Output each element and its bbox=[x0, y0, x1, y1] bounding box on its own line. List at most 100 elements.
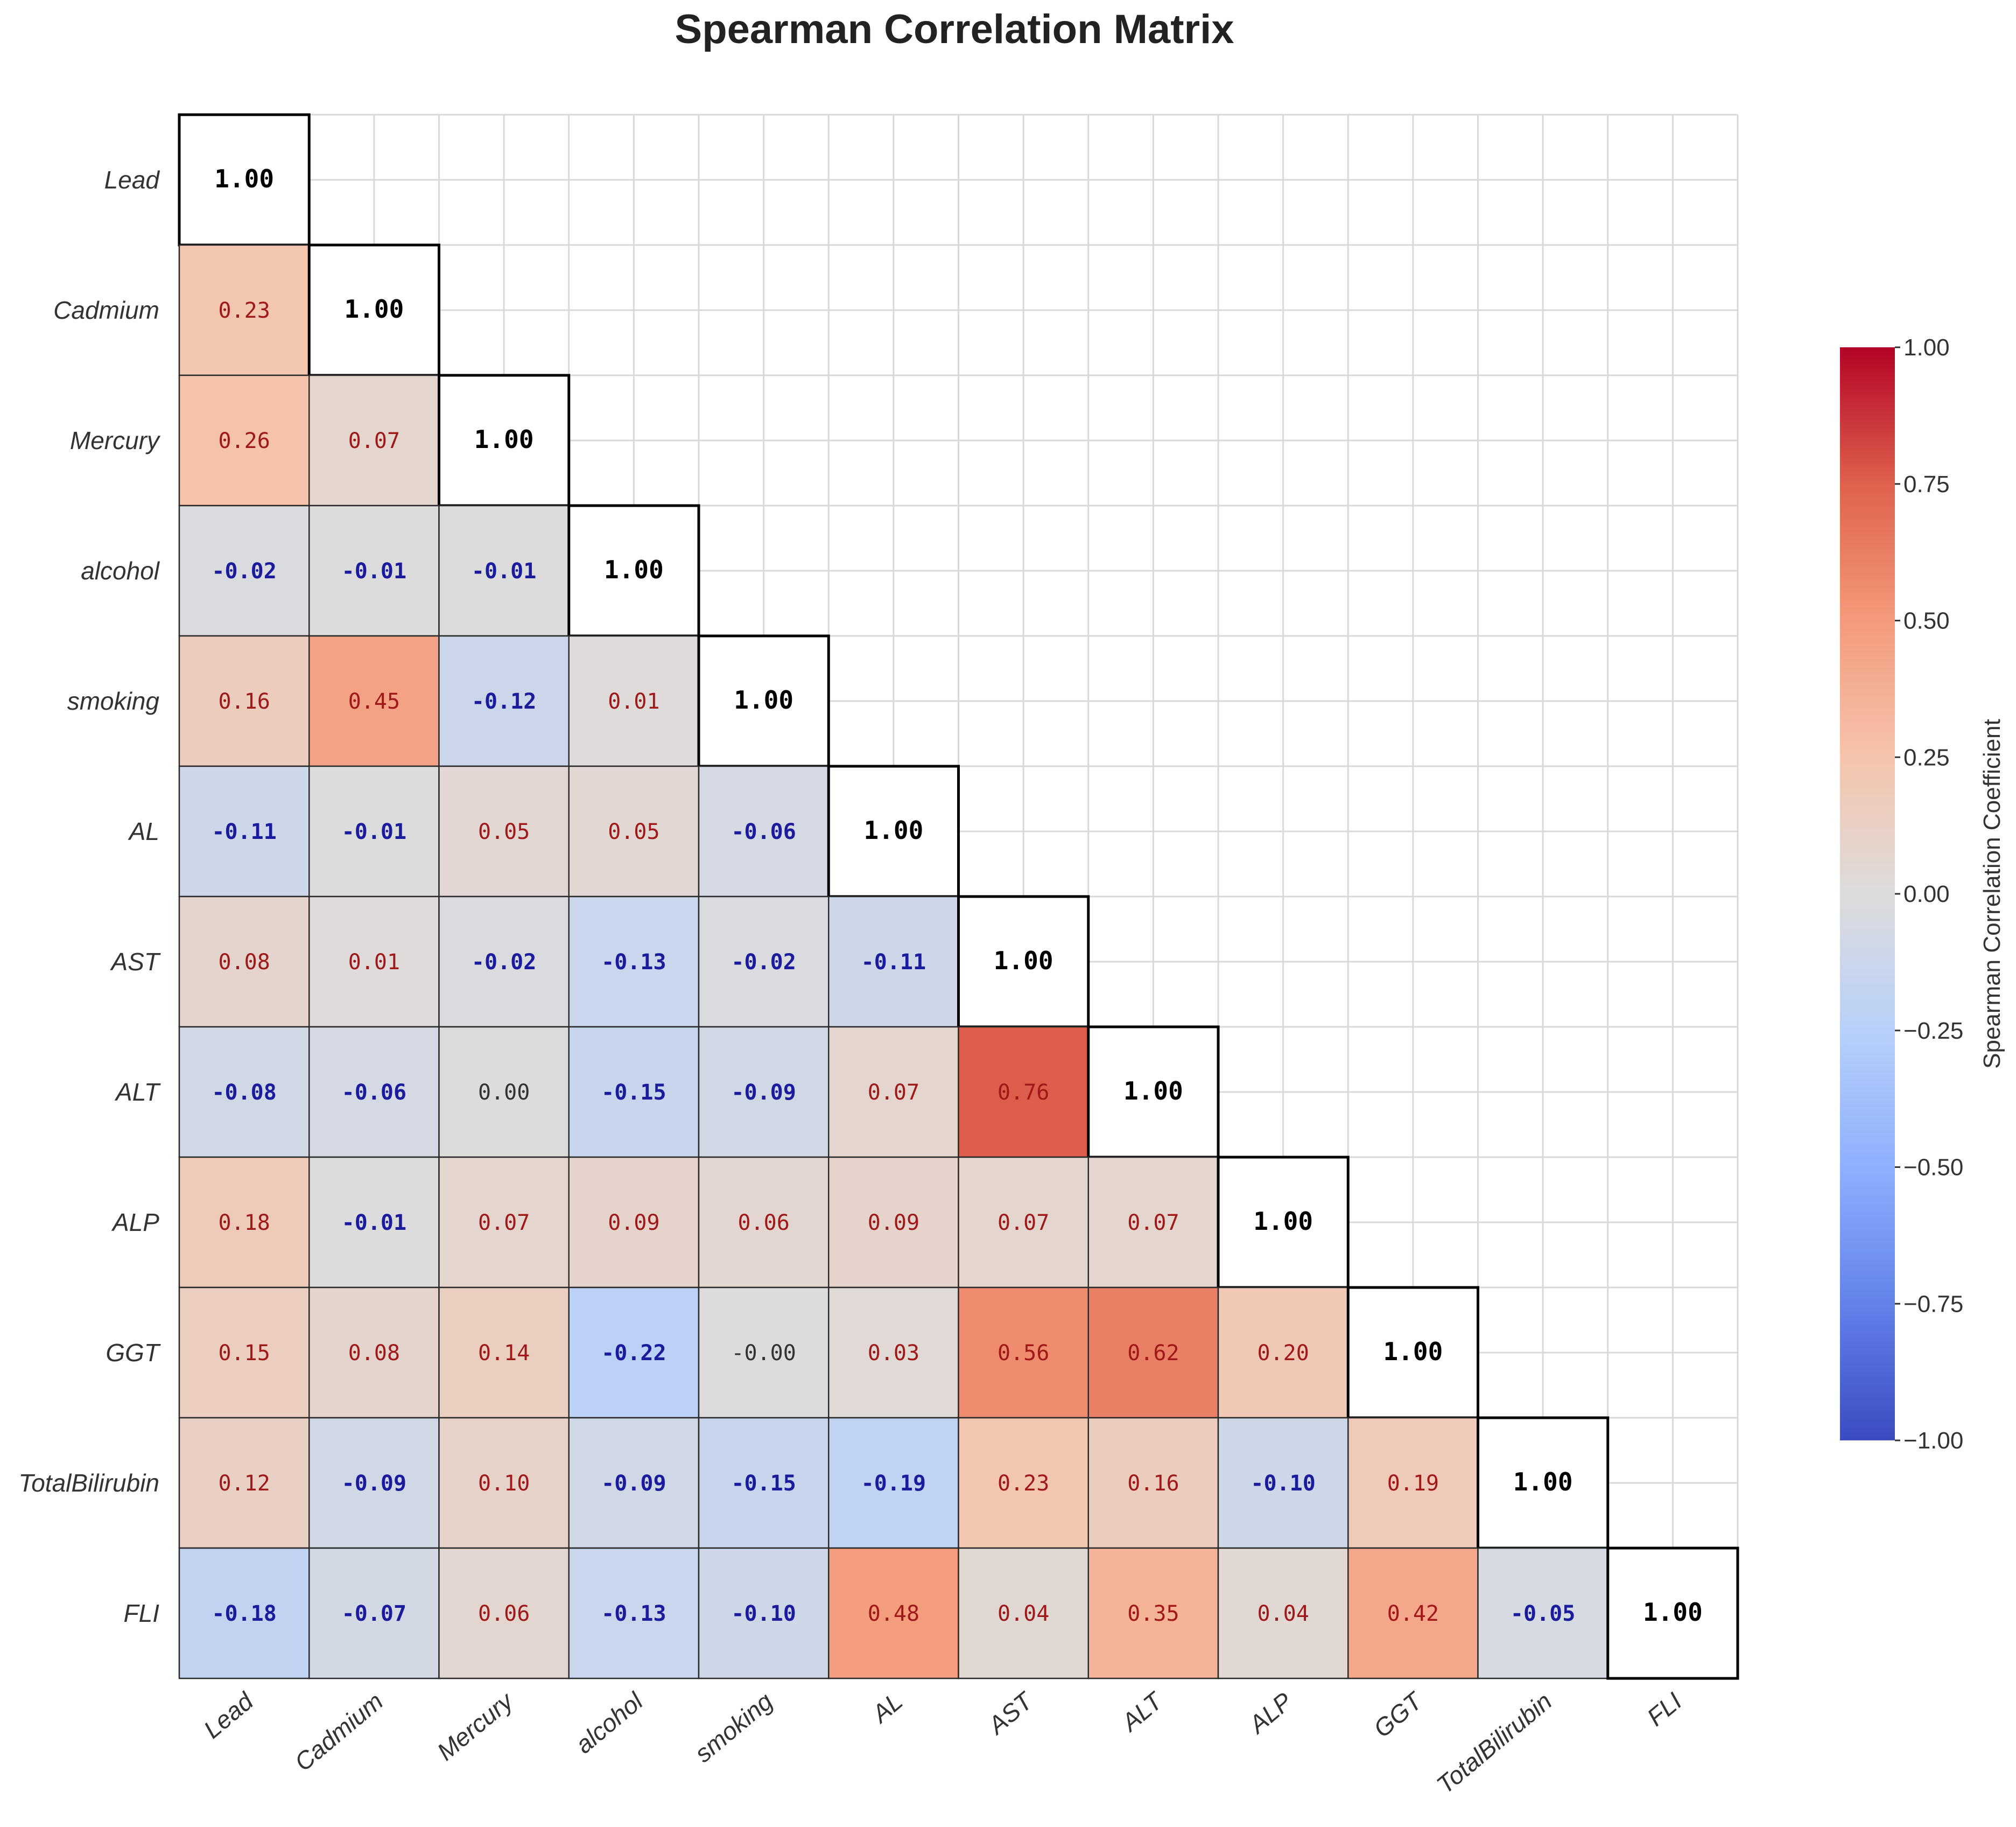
cell-value-label: -0.08 bbox=[212, 1080, 276, 1105]
cell-value-label: 1.00 bbox=[344, 295, 404, 324]
heatmap-cell: -0.01 bbox=[438, 505, 570, 637]
cell-rect bbox=[697, 634, 830, 768]
heatmap-cell: 0.16 bbox=[178, 635, 310, 767]
y-tick-label: alcohol bbox=[81, 557, 160, 585]
cell-value-label: 0.01 bbox=[348, 950, 400, 975]
y-tick-label: FLI bbox=[124, 1599, 160, 1627]
heatmap-cell: -0.02 bbox=[438, 895, 570, 1028]
cell-rect bbox=[568, 635, 700, 767]
cell-value-label: 0.07 bbox=[998, 1210, 1049, 1235]
cell-rect bbox=[828, 1547, 959, 1679]
y-axis-labels: Lead Cadmium Mercury alcohol smoking AL AST ALT… bbox=[18, 166, 161, 1627]
heatmap-cell: -0.13 bbox=[568, 1547, 700, 1679]
cell-rect bbox=[438, 1156, 570, 1289]
cell-rect bbox=[1217, 1417, 1349, 1549]
x-tick-label: TotalBilirubin bbox=[1431, 1687, 1557, 1799]
heatmap-cell: 0.16 bbox=[1087, 1417, 1219, 1549]
heatmap-cell: -0.09 bbox=[308, 1417, 440, 1549]
cell-value-label: 1.00 bbox=[604, 555, 664, 584]
x-axis-labels: Lead Cadmium Mercury alcohol smoking AL AST ALT… bbox=[198, 1686, 1687, 1799]
cell-rect bbox=[308, 505, 440, 637]
cell-value-label: 0.16 bbox=[218, 689, 270, 714]
cell-value-label: 0.15 bbox=[218, 1341, 270, 1366]
heatmap-cell: 0.06 bbox=[438, 1547, 570, 1679]
cell-value-label: 1.00 bbox=[994, 946, 1053, 975]
cell-value-label: -0.01 bbox=[472, 559, 536, 584]
cell-rect bbox=[178, 1547, 310, 1679]
y-tick-label: AL bbox=[128, 817, 159, 845]
heatmap-cell: -0.09 bbox=[568, 1417, 700, 1549]
cell-rect bbox=[1347, 1417, 1479, 1549]
heatmap-cell: -0.02 bbox=[698, 895, 830, 1028]
heatmap-cell: 0.23 bbox=[958, 1417, 1089, 1549]
cell-value-label: 0.35 bbox=[1127, 1601, 1179, 1626]
x-tick-label: Cadmium bbox=[289, 1687, 388, 1776]
heatmap-cell: 0.03 bbox=[828, 1286, 959, 1419]
colorbar-tick-label: 0.25 bbox=[1903, 744, 1950, 771]
colorbar-tick-label: −0.25 bbox=[1903, 1018, 1963, 1044]
heatmap-cell: -0.19 bbox=[828, 1417, 959, 1549]
cell-value-label: 0.26 bbox=[218, 429, 270, 453]
heatmap-cell: -0.01 bbox=[308, 505, 440, 637]
cell-rect bbox=[698, 895, 830, 1028]
heatmap-cell: 0.07 bbox=[438, 1156, 570, 1289]
heatmap-cell: 0.56 bbox=[958, 1286, 1089, 1419]
heatmap-cell: 0.23 bbox=[178, 244, 310, 376]
cell-value-label: -0.12 bbox=[472, 689, 536, 714]
heatmap-cell: 0.48 bbox=[828, 1547, 959, 1679]
heatmap-cells: 1.00 0.23 1.00 0.26 0.07 1.00 -0.02 -0.01 -0.01 1… bbox=[178, 113, 1739, 1680]
cell-rect bbox=[178, 113, 311, 247]
heatmap-cell: 0.07 bbox=[308, 374, 440, 507]
cell-value-label: 0.06 bbox=[478, 1601, 530, 1626]
heatmap-cell: 0.18 bbox=[178, 1156, 310, 1289]
heatmap-cell: 0.06 bbox=[698, 1156, 830, 1289]
cell-value-label: 1.00 bbox=[863, 816, 923, 845]
cell-rect bbox=[827, 765, 960, 898]
cell-rect bbox=[698, 1547, 830, 1679]
heatmap-cell: 0.01 bbox=[308, 895, 440, 1028]
chart-title: Spearman Correlation Matrix bbox=[675, 6, 1234, 52]
heatmap-cell-diagonal: 1.00 bbox=[438, 374, 571, 507]
x-tick-label: FLI bbox=[1641, 1687, 1687, 1732]
cell-rect bbox=[828, 1417, 959, 1549]
cell-rect bbox=[178, 505, 310, 637]
x-tick-label: AST bbox=[981, 1686, 1038, 1740]
cell-value-label: 0.03 bbox=[868, 1341, 919, 1366]
y-tick-label: smoking bbox=[67, 687, 160, 715]
cell-rect bbox=[1087, 1547, 1219, 1679]
cell-rect bbox=[438, 765, 570, 898]
cell-value-label: 0.05 bbox=[608, 820, 659, 844]
cell-rect bbox=[1087, 1025, 1220, 1159]
cell-rect bbox=[958, 1286, 1089, 1419]
colorbar-tick-label: 1.00 bbox=[1903, 334, 1950, 361]
x-tick-label: AL bbox=[865, 1687, 908, 1729]
cell-value-label: 0.10 bbox=[478, 1471, 530, 1496]
cell-value-label: 0.42 bbox=[1387, 1601, 1439, 1626]
cell-rect bbox=[698, 1156, 830, 1289]
cell-value-label: 0.07 bbox=[868, 1080, 919, 1105]
heatmap-cell: 0.19 bbox=[1347, 1417, 1479, 1549]
cell-value-label: 0.18 bbox=[218, 1210, 270, 1235]
cell-value-label: 1.00 bbox=[734, 685, 793, 715]
y-tick-label: ALT bbox=[114, 1078, 161, 1106]
heatmap-cell-diagonal: 1.00 bbox=[827, 765, 960, 898]
heatmap-cell-diagonal: 1.00 bbox=[697, 634, 830, 768]
heatmap-cell-diagonal: 1.00 bbox=[1217, 1156, 1350, 1289]
heatmap-cell: -0.08 bbox=[178, 1026, 310, 1158]
colorbar-tick-label: −1.00 bbox=[1903, 1427, 1963, 1454]
heatmap-cell: 0.07 bbox=[958, 1156, 1089, 1289]
cell-rect bbox=[568, 765, 700, 898]
heatmap-cell: -0.10 bbox=[1217, 1417, 1349, 1549]
cell-rect bbox=[438, 895, 570, 1028]
cell-value-label: 0.12 bbox=[218, 1471, 270, 1496]
cell-rect bbox=[958, 1417, 1089, 1549]
colorbar-gradient bbox=[1840, 347, 1895, 1440]
cell-value-label: 0.07 bbox=[348, 429, 400, 453]
heatmap-cell: -0.15 bbox=[568, 1026, 700, 1158]
heatmap-cell: 0.26 bbox=[178, 374, 310, 507]
heatmap-cell: 0.07 bbox=[828, 1026, 959, 1158]
heatmap-cell: 0.07 bbox=[1087, 1156, 1219, 1289]
x-tick-label: smoking bbox=[689, 1687, 778, 1768]
cell-value-label: 0.06 bbox=[737, 1210, 789, 1235]
heatmap-cell: 0.42 bbox=[1347, 1547, 1479, 1679]
